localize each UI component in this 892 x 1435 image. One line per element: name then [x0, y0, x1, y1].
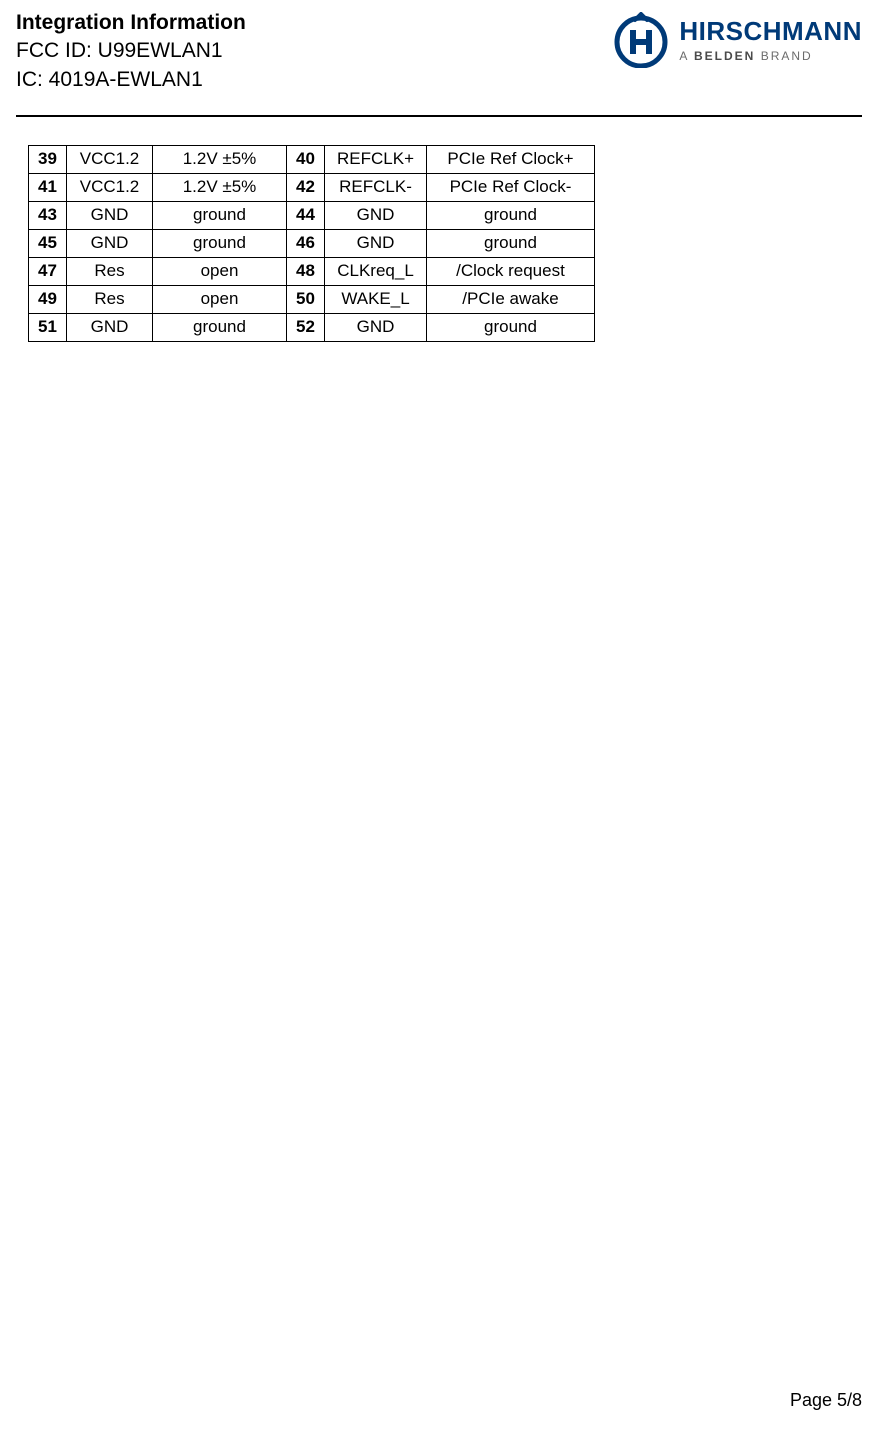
pin-right: 44 — [287, 201, 325, 229]
desc-right: ground — [427, 201, 595, 229]
desc-right: PCIe Ref Clock- — [427, 173, 595, 201]
pin-right: 48 — [287, 257, 325, 285]
desc-left: ground — [153, 313, 287, 341]
page: Integration Information FCC ID: U99EWLAN… — [0, 0, 892, 1435]
fcc-id: FCC ID: U99EWLAN1 — [16, 38, 246, 64]
signal-left: GND — [67, 229, 153, 257]
pin-right: 46 — [287, 229, 325, 257]
signal-right: CLKreq_L — [325, 257, 427, 285]
table-row: 43 GND ground 44 GND ground — [29, 201, 595, 229]
pin-left: 43 — [29, 201, 67, 229]
page-footer: Page 5/8 — [16, 1390, 862, 1435]
signal-left: VCC1.2 — [67, 145, 153, 173]
signal-left: VCC1.2 — [67, 173, 153, 201]
table-row: 39 VCC1.2 1.2V ±5% 40 REFCLK+ PCIe Ref C… — [29, 145, 595, 173]
brand-tagline: A BELDEN BRAND — [679, 49, 862, 63]
tagline-suffix: BRAND — [755, 49, 812, 63]
desc-right: ground — [427, 229, 595, 257]
pin-left: 51 — [29, 313, 67, 341]
brand-name: HIRSCHMANN — [679, 16, 862, 47]
signal-right: GND — [325, 313, 427, 341]
pin-right: 40 — [287, 145, 325, 173]
desc-right: PCIe Ref Clock+ — [427, 145, 595, 173]
signal-left: Res — [67, 285, 153, 313]
pin-right: 50 — [287, 285, 325, 313]
signal-right: GND — [325, 201, 427, 229]
desc-right: /PCIe awake — [427, 285, 595, 313]
desc-right: /Clock request — [427, 257, 595, 285]
pin-left: 49 — [29, 285, 67, 313]
desc-left: open — [153, 257, 287, 285]
pin-left: 45 — [29, 229, 67, 257]
pin-right: 52 — [287, 313, 325, 341]
pin-right: 42 — [287, 173, 325, 201]
brand-logo: HIRSCHMANN A BELDEN BRAND — [613, 10, 862, 68]
table-row: 47 Res open 48 CLKreq_L /Clock request — [29, 257, 595, 285]
desc-left: open — [153, 285, 287, 313]
signal-right: WAKE_L — [325, 285, 427, 313]
pin-left: 39 — [29, 145, 67, 173]
ic-id: IC: 4019A-EWLAN1 — [16, 67, 246, 93]
signal-left: Res — [67, 257, 153, 285]
signal-left: GND — [67, 201, 153, 229]
page-number: Page 5/8 — [790, 1390, 862, 1410]
brand-text: HIRSCHMANN A BELDEN BRAND — [679, 12, 862, 63]
tagline-bold: BELDEN — [694, 49, 755, 63]
hirschmann-icon — [613, 12, 669, 68]
tagline-prefix: A — [679, 49, 694, 63]
pinout-table: 39 VCC1.2 1.2V ±5% 40 REFCLK+ PCIe Ref C… — [28, 145, 595, 342]
desc-right: ground — [427, 313, 595, 341]
header-left: Integration Information FCC ID: U99EWLAN… — [16, 10, 246, 93]
pinout-tbody: 39 VCC1.2 1.2V ±5% 40 REFCLK+ PCIe Ref C… — [29, 145, 595, 341]
signal-right: REFCLK+ — [325, 145, 427, 173]
desc-left: ground — [153, 201, 287, 229]
table-row: 41 VCC1.2 1.2V ±5% 42 REFCLK- PCIe Ref C… — [29, 173, 595, 201]
table-row: 45 GND ground 46 GND ground — [29, 229, 595, 257]
signal-right: GND — [325, 229, 427, 257]
signal-left: GND — [67, 313, 153, 341]
content-area: 39 VCC1.2 1.2V ±5% 40 REFCLK+ PCIe Ref C… — [16, 145, 862, 1390]
table-row: 51 GND ground 52 GND ground — [29, 313, 595, 341]
desc-left: 1.2V ±5% — [153, 145, 287, 173]
page-header: Integration Information FCC ID: U99EWLAN… — [16, 10, 862, 117]
desc-left: ground — [153, 229, 287, 257]
signal-right: REFCLK- — [325, 173, 427, 201]
pin-left: 41 — [29, 173, 67, 201]
desc-left: 1.2V ±5% — [153, 173, 287, 201]
table-row: 49 Res open 50 WAKE_L /PCIe awake — [29, 285, 595, 313]
doc-title: Integration Information — [16, 10, 246, 36]
pin-left: 47 — [29, 257, 67, 285]
